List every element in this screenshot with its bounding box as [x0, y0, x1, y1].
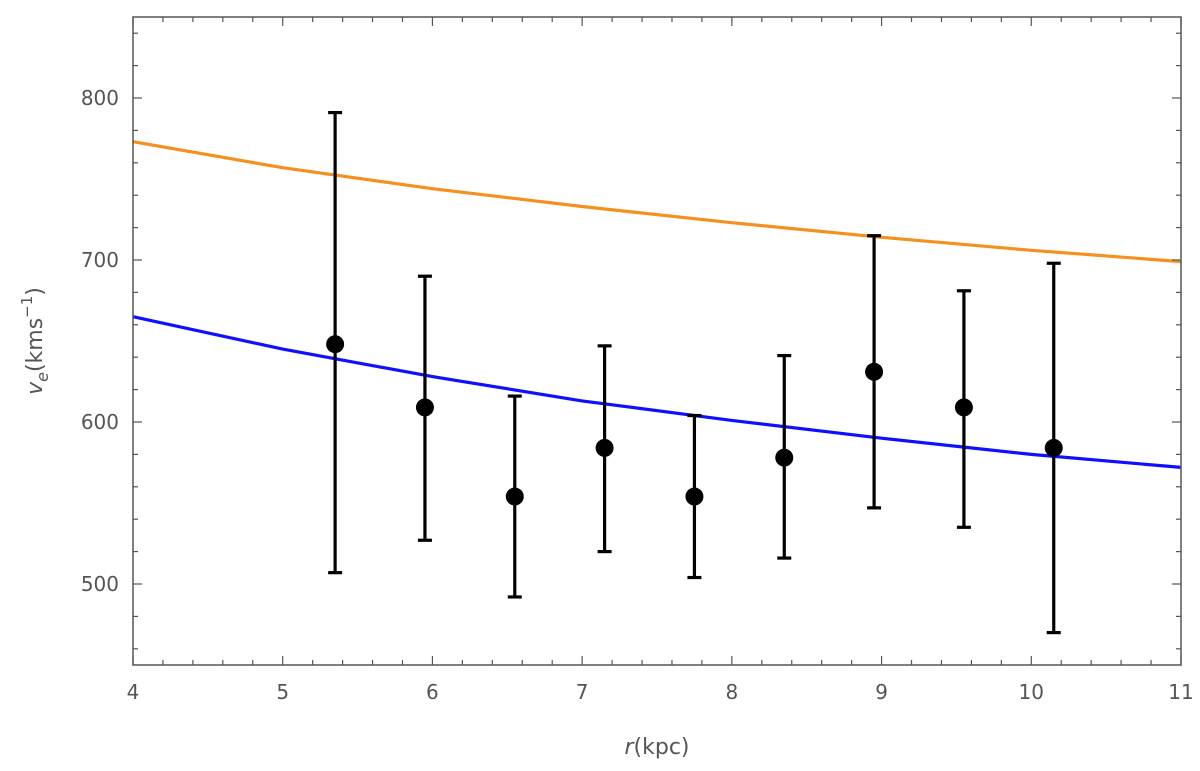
x-axis-label-var: r: [624, 735, 635, 760]
y-axis-label-unit: (kms: [23, 318, 48, 372]
point-marker: [954, 398, 973, 417]
x-tick-label: 9: [875, 680, 888, 704]
y-axis-label-var: v: [23, 381, 48, 395]
axis-labels: r(kpc) ve(kms−1): [18, 287, 690, 760]
point-marker: [505, 487, 524, 506]
x-tick-label: 5: [276, 680, 289, 704]
y-axis-label-sub: e: [33, 372, 52, 382]
data-point-5: [685, 413, 704, 580]
y-tick-label: 700: [81, 248, 119, 272]
y-tick-label: 500: [81, 572, 119, 596]
x-axis-label-unit: (kpc): [634, 735, 690, 760]
point-marker: [415, 398, 434, 417]
ticks: 4 5 6 7 8 9 10 11 500 600 700 800: [81, 17, 1194, 704]
data-point-8: [954, 289, 973, 529]
model-curves: [132, 140, 1182, 469]
data-point-7: [865, 234, 884, 510]
data-point-9: [1044, 261, 1063, 635]
data-point-1: [326, 110, 345, 575]
point-marker: [865, 362, 884, 381]
x-tick-label: 11: [1168, 680, 1193, 704]
y-tick-label: 800: [81, 86, 119, 110]
y-axis-label: ve(kms−1): [18, 287, 52, 395]
model-curve-2: [132, 315, 1182, 469]
y-tick-label: 600: [81, 410, 119, 434]
data-point-6: [775, 353, 794, 560]
point-marker: [326, 335, 345, 354]
x-axis-label: r(kpc): [624, 735, 689, 760]
x-tick-label: 8: [725, 680, 738, 704]
point-marker: [685, 487, 704, 506]
x-tick-label: 4: [127, 680, 140, 704]
point-marker: [595, 438, 614, 457]
data-point-2: [415, 274, 434, 542]
y-axis-label-sup: −1: [18, 296, 36, 318]
model-curve-1: [132, 140, 1182, 264]
data-points: [326, 110, 1063, 635]
x-tick-label: 7: [576, 680, 589, 704]
x-tick-label: 6: [426, 680, 439, 704]
y-axis-label-close: ): [23, 287, 48, 296]
point-marker: [1044, 438, 1063, 457]
plot-frame: [132, 16, 1182, 666]
point-marker: [775, 448, 794, 467]
x-tick-label: 10: [1019, 680, 1044, 704]
data-point-3: [505, 394, 524, 599]
data-point-4: [595, 344, 614, 554]
axes: [132, 16, 1182, 666]
